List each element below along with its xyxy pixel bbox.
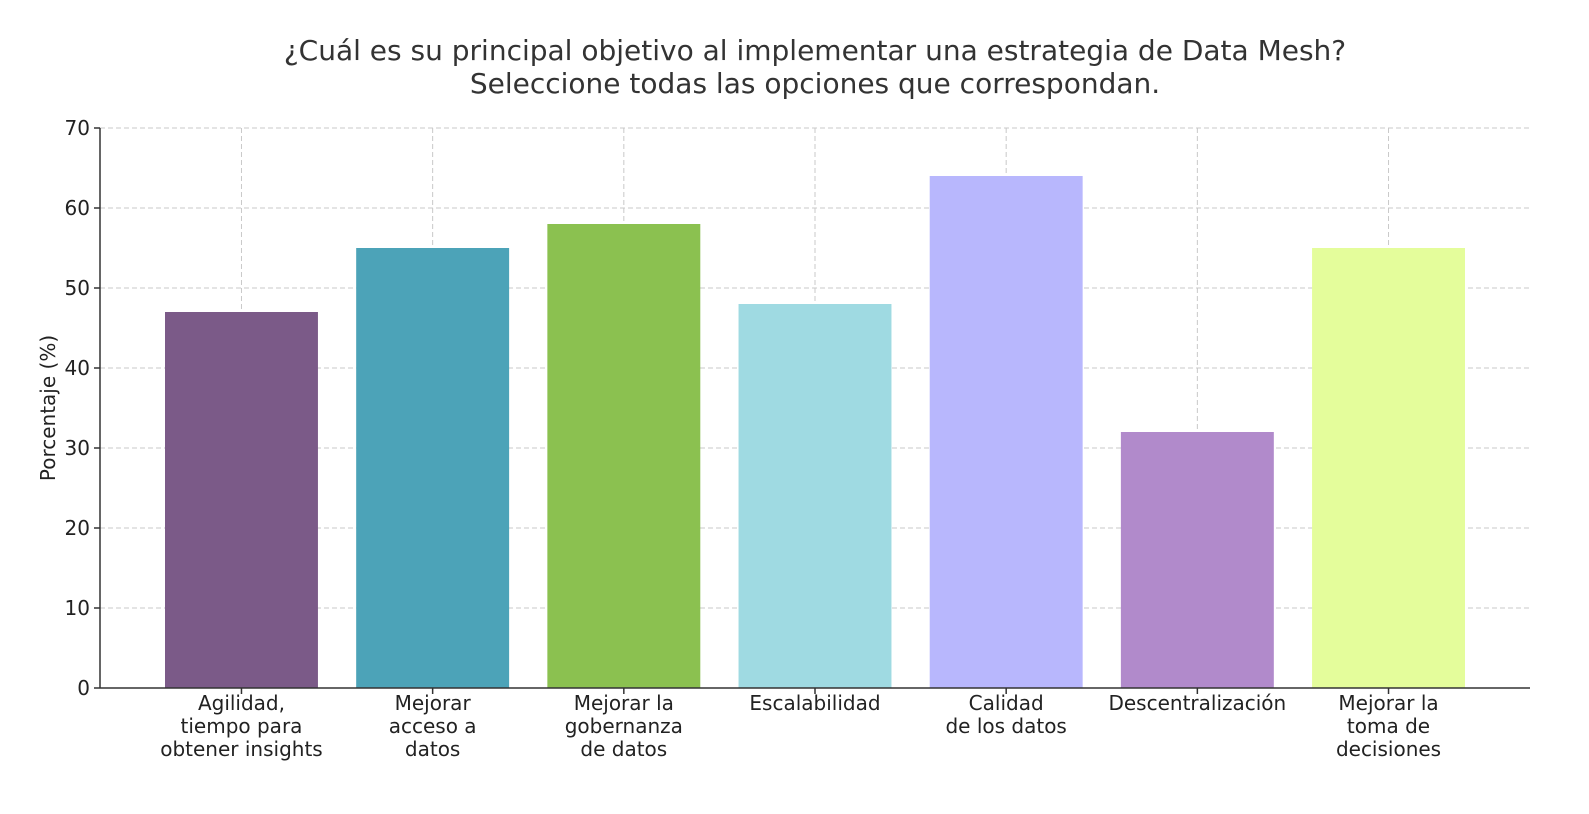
chart-title: Seleccione todas las opciones que corres…	[470, 67, 1160, 100]
y-tick-label: 20	[65, 516, 90, 540]
x-tick-label: de los datos	[945, 714, 1066, 738]
y-tick-label: 10	[65, 596, 90, 620]
bar	[738, 304, 892, 688]
x-tick-label: tiempo para	[181, 714, 303, 738]
y-tick-label: 30	[65, 436, 90, 460]
bar	[547, 224, 701, 688]
chart-title: ¿Cuál es su principal objetivo al implem…	[284, 34, 1346, 67]
y-axis-label: Porcentaje (%)	[36, 335, 60, 481]
x-tick-label: Calidad	[969, 691, 1044, 715]
x-tick-label: Agilidad,	[198, 691, 285, 715]
x-tick-label: de datos	[580, 737, 667, 761]
y-tick-label: 0	[77, 676, 90, 700]
x-tick-label: Mejorar	[395, 691, 472, 715]
x-tick-label: datos	[405, 737, 460, 761]
bar	[165, 312, 318, 688]
bar	[356, 248, 510, 688]
y-tick-label: 50	[65, 276, 90, 300]
y-tick-label: 70	[65, 116, 90, 140]
x-tick-label: Mejorar la	[1338, 691, 1438, 715]
x-tick-label: Escalabilidad	[749, 691, 880, 715]
y-tick-label: 60	[65, 196, 90, 220]
x-tick-label: obtener insights	[160, 737, 322, 761]
x-tick-label: Descentralización	[1108, 691, 1286, 715]
x-tick-label: toma de	[1347, 714, 1430, 738]
x-tick-label: gobernanza	[565, 714, 683, 738]
x-tick-label: decisiones	[1336, 737, 1441, 761]
bar	[1120, 432, 1274, 688]
bar	[1312, 248, 1465, 688]
x-tick-label: acceso a	[389, 714, 477, 738]
x-tick-label: Mejorar la	[574, 691, 674, 715]
y-tick-label: 40	[65, 356, 90, 380]
bar	[929, 176, 1083, 688]
